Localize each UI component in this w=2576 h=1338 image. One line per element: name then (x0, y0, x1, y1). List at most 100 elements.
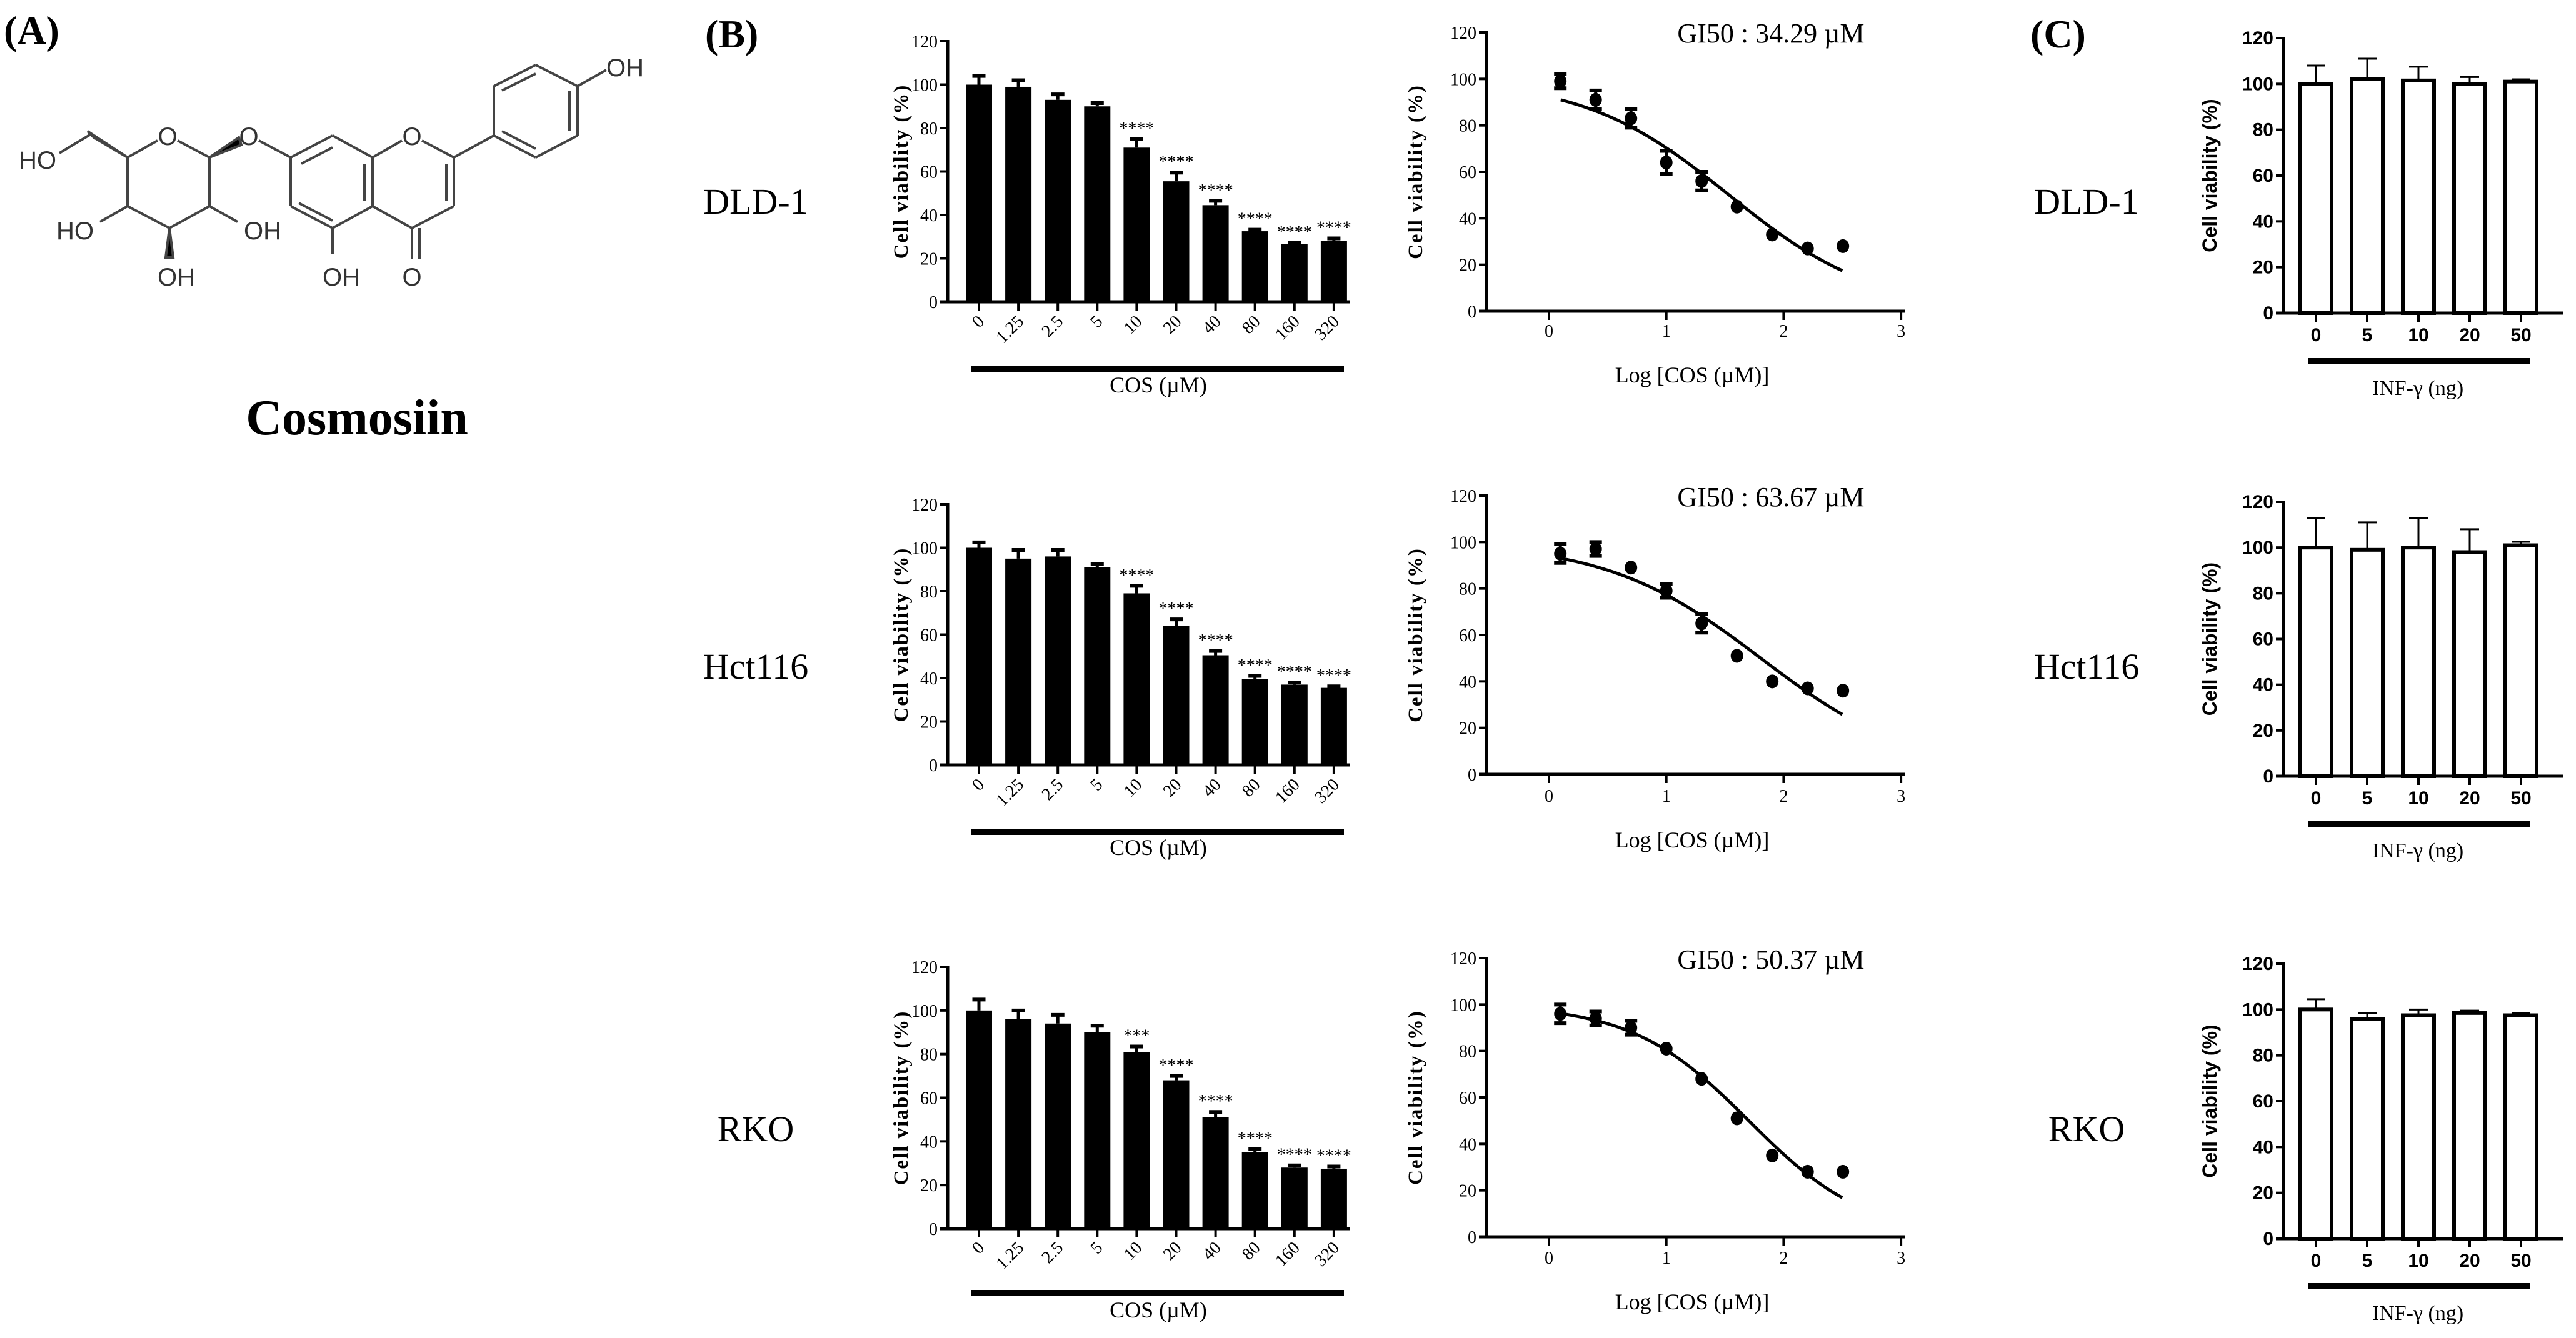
y-tick-label: 80 (920, 582, 938, 602)
group-underline (971, 366, 1344, 372)
y-tick-label: 20 (1459, 256, 1476, 276)
bar (1163, 181, 1190, 302)
y-tick-label: 100 (911, 1002, 938, 1021)
x-tick-label: 1 (1662, 322, 1671, 341)
y-tick-label: 0 (1468, 302, 1476, 322)
x-tick-label: 80 (1238, 312, 1265, 338)
y-tick-label: 0 (2263, 1229, 2273, 1249)
y-axis-label: Cell viability (%) (890, 547, 913, 722)
x-tick-label: 20 (1160, 775, 1186, 801)
y-tick-label: 20 (920, 1176, 938, 1196)
group-underline (2308, 1283, 2530, 1289)
x-tick-label: 40 (1199, 1238, 1225, 1264)
y-tick-label: 60 (1459, 1089, 1476, 1108)
gi50-label: GI50 : 34.29 µM (1677, 18, 1864, 49)
significance-marker: **** (1119, 119, 1154, 138)
y-tick-label: 20 (2253, 1183, 2273, 1204)
y-tick-label: 0 (1468, 766, 1476, 785)
y-tick-label: 80 (1459, 1042, 1476, 1062)
x-tick-label: 3 (1897, 322, 1905, 341)
x-tick-label: 320 (1311, 312, 1343, 344)
group-underline (971, 829, 1344, 835)
bar (2452, 1011, 2487, 1241)
bond-line (177, 139, 210, 159)
data-point (1660, 156, 1673, 170)
y-tick-label: 100 (2242, 74, 2273, 94)
significance-marker: **** (1159, 152, 1194, 172)
y-tick-label: 120 (2242, 492, 2273, 512)
data-point (1801, 681, 1814, 696)
data-point (1695, 174, 1708, 188)
x-tick-label: 0 (2311, 788, 2322, 809)
x-tick-label: 80 (1238, 775, 1265, 801)
x-tick-label: 5 (1086, 312, 1106, 332)
y-tick-label: 40 (2253, 675, 2273, 696)
compound-name: Cosmosiin (246, 391, 468, 446)
bar (2350, 77, 2385, 315)
x-tick-label: 160 (1271, 775, 1304, 807)
x-axis-label: COS (µM) (1110, 835, 1207, 860)
x-tick-label: 5 (2362, 325, 2373, 346)
bar (1241, 679, 1268, 765)
x-tick-label: 20 (2459, 325, 2480, 346)
atom-label: O (402, 123, 421, 151)
y-tick-label: 60 (2253, 166, 2273, 186)
y-axis-label: Cell viability (%) (890, 84, 913, 259)
data-point (1625, 561, 1638, 575)
bar (1045, 556, 1071, 765)
x-tick-label: 0 (968, 312, 988, 332)
data-point (1554, 74, 1567, 89)
x-tick-label: 1 (1662, 787, 1671, 806)
data-point (1766, 674, 1779, 689)
x-tick-label: 20 (1160, 1238, 1186, 1264)
data-point (1695, 1072, 1708, 1086)
wedge-bond (86, 130, 129, 159)
panel-label-c: (C) (2030, 12, 2086, 56)
bond-line (58, 133, 92, 154)
row-label-rko-b: RKO (718, 1109, 794, 1149)
data-point (1589, 1011, 1602, 1026)
bar (1320, 241, 1347, 302)
y-tick-label: 60 (1459, 163, 1476, 182)
bar (1241, 231, 1268, 302)
x-tick-label: 10 (2408, 325, 2428, 346)
bar (1005, 558, 1032, 765)
y-tick-label: 0 (2263, 766, 2273, 787)
significance-marker: **** (1238, 656, 1273, 676)
y-tick-label: 120 (1450, 949, 1476, 969)
significance-marker: **** (1238, 1129, 1273, 1149)
x-axis-label: INF-γ (ng) (2372, 839, 2463, 862)
x-axis-label: INF-γ (ng) (2372, 377, 2463, 400)
x-tick-label: 0 (1545, 787, 1553, 806)
bond-line (169, 205, 210, 229)
bar (2503, 1013, 2538, 1241)
bar (1320, 687, 1347, 765)
data-point (1801, 241, 1814, 256)
y-tick-label: 80 (2253, 1046, 2273, 1066)
x-tick-label: 0 (1545, 322, 1553, 341)
data-point (1695, 616, 1708, 631)
x-tick-label: 1.25 (992, 1238, 1028, 1274)
row-label-hct116-b: Hct116 (703, 646, 809, 687)
wedge-bond (164, 227, 175, 259)
significance-marker: **** (1277, 662, 1312, 682)
data-point (1554, 546, 1567, 561)
y-tick-label: 120 (911, 496, 938, 515)
y-tick-label: 40 (2253, 1137, 2273, 1157)
x-tick-label: 40 (1199, 312, 1225, 338)
y-tick-label: 120 (2242, 954, 2273, 974)
data-point (1766, 1148, 1779, 1162)
significance-marker: **** (1316, 666, 1351, 686)
data-point (1554, 1007, 1567, 1021)
x-axis-label: COS (µM) (1110, 1297, 1207, 1322)
bar (1163, 1080, 1190, 1229)
ifn-gamma-bar-chart: 0 20 40 60 80 100 120 0 5 10 20 50 INF-γ (ng) Cell vi… (2198, 954, 2563, 1325)
x-tick-label: 40 (1199, 775, 1225, 801)
data-point (1589, 542, 1602, 556)
data-point (1837, 239, 1850, 253)
y-tick-label: 80 (2253, 120, 2273, 141)
bond-line (290, 134, 333, 159)
bar (1005, 1019, 1032, 1229)
bar (1045, 1023, 1071, 1229)
